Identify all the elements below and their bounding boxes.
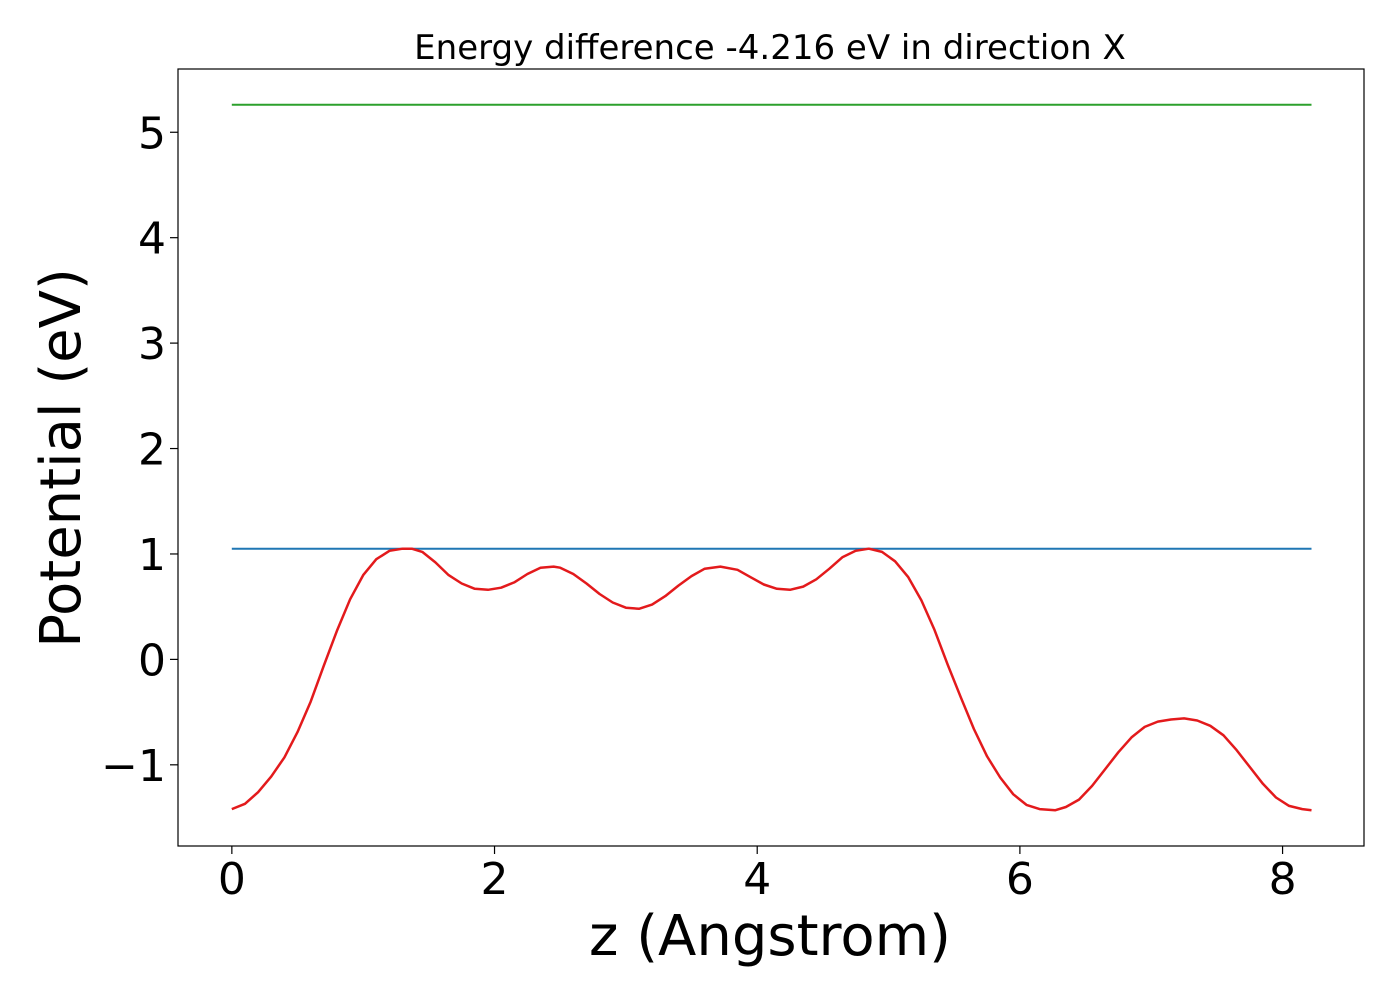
potential-curve [231,547,1312,812]
x-tick-label: 2 [481,854,509,905]
y-axis-label: Potential (eV) [29,268,94,648]
series-layer [231,103,1312,812]
x-axis-ticks: 0 2 4 6 8 [218,846,1297,905]
x-tick-label: 4 [743,854,771,905]
x-tick-label: 0 [218,854,246,905]
y-axis-ticks: −1 0 1 2 3 4 5 [101,108,178,792]
y-tick-label: −1 [101,741,166,792]
y-tick-label: 2 [138,425,166,476]
x-tick-label: 6 [1006,854,1034,905]
y-tick-label: 3 [138,319,166,370]
y-tick-label: 4 [138,214,166,265]
x-tick-label: 8 [1269,854,1297,905]
y-tick-label: 5 [138,108,166,159]
chart-title: Energy difference -4.216 eV in direction… [414,28,1126,68]
axes-frame [177,68,1365,847]
y-tick-label: 1 [138,530,166,581]
plot-area: 0 2 4 6 8 −1 0 1 2 3 4 5 [101,68,1365,905]
y-tick-label: 0 [138,635,166,686]
x-axis-label: z (Angstrom) [589,904,951,969]
